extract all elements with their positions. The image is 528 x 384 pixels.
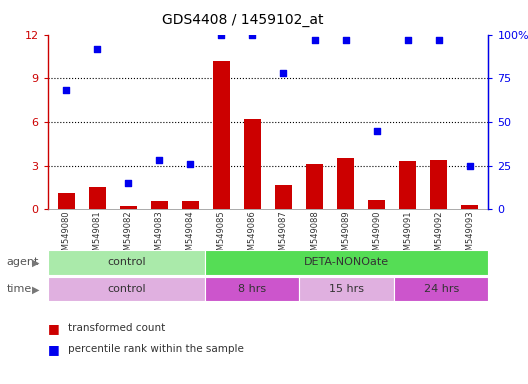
Text: ▶: ▶ (32, 284, 40, 295)
Point (279, 70, 288, 76)
Text: transformed count: transformed count (68, 323, 165, 333)
Bar (205, 277, 299, 301)
Text: 8 hrs: 8 hrs (238, 284, 266, 295)
Bar (205, 250, 488, 275)
Point (342, 37, 350, 43)
Text: agent: agent (7, 257, 39, 268)
Bar (151, 201, 168, 209)
Bar (213, 61, 230, 209)
Point (466, 162, 474, 169)
Text: percentile rank within the sample: percentile rank within the sample (68, 344, 243, 354)
Text: control: control (107, 284, 146, 295)
Text: GDS4408 / 1459102_at: GDS4408 / 1459102_at (162, 13, 324, 27)
Point (62, 88, 70, 94)
Bar (275, 185, 292, 209)
Point (372, 127, 381, 134)
Point (155, 157, 164, 164)
Bar (399, 161, 416, 209)
Point (403, 37, 412, 43)
Text: ■: ■ (48, 322, 59, 335)
Point (435, 37, 443, 43)
Bar (244, 119, 261, 209)
Point (248, 31, 257, 38)
Text: 24 hrs: 24 hrs (423, 284, 459, 295)
Text: 15 hrs: 15 hrs (329, 284, 364, 295)
Text: time: time (7, 284, 32, 295)
Bar (58, 193, 74, 209)
Bar (120, 206, 137, 209)
Bar (306, 164, 323, 209)
Text: control: control (107, 257, 146, 268)
Bar (182, 201, 199, 209)
Bar (394, 277, 488, 301)
Bar (89, 187, 106, 209)
Bar (48, 277, 205, 301)
Bar (368, 200, 385, 209)
Text: DETA-NONOate: DETA-NONOate (304, 257, 389, 268)
Bar (461, 205, 478, 209)
Text: ▶: ▶ (32, 257, 40, 268)
Bar (337, 158, 354, 209)
Bar (299, 277, 394, 301)
Point (93, 45, 101, 51)
Point (124, 180, 133, 186)
Text: ■: ■ (48, 343, 59, 356)
Point (186, 161, 194, 167)
Bar (48, 250, 205, 275)
Point (217, 31, 225, 38)
Point (310, 37, 319, 43)
Bar (430, 160, 447, 209)
